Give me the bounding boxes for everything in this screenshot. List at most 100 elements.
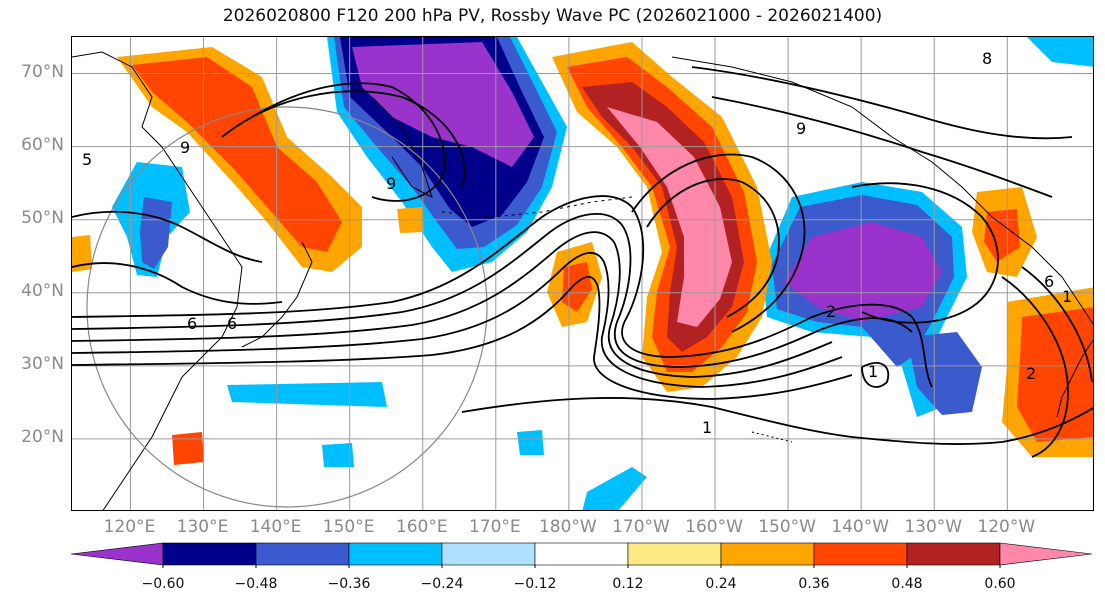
pv-contour-4	[72, 251, 843, 388]
colorbar-segment	[441, 542, 536, 566]
longitude-label: 120°W	[977, 517, 1036, 537]
pv-contour-arctic	[251, 82, 446, 202]
contour-label: 2	[1026, 364, 1036, 383]
longitude-label: 150°W	[758, 517, 816, 537]
contour-label: 1	[1062, 287, 1072, 306]
anomaly-positive-alaska-core	[607, 107, 732, 327]
colorbar-tick-label: 0.24	[705, 576, 737, 592]
colorbar-segment	[627, 542, 722, 566]
longitude-label: 170°E	[468, 517, 521, 537]
colorbar-svg	[70, 542, 1093, 568]
longitude-label: 130°E	[176, 517, 229, 537]
anomaly-negative-westpac-core	[140, 197, 172, 269]
pv-contour-2	[72, 213, 913, 368]
contour-label: 9	[796, 119, 806, 138]
contour-label: 5	[82, 150, 92, 169]
longitude-label: 140°W	[831, 517, 890, 537]
anomaly-fill-layer	[72, 37, 1093, 510]
colorbar-segment	[813, 542, 908, 566]
contour-label: 1	[702, 418, 712, 437]
colorbar-tick-label: −0.60	[141, 576, 185, 592]
colorbar-segment	[162, 542, 257, 566]
contour-label: 6	[227, 314, 237, 333]
longitude-label: 130°W	[904, 517, 963, 537]
latitude-label: 50°N	[21, 207, 64, 228]
anomaly-positive-bc-core	[984, 209, 1020, 262]
pv-contour-5	[72, 275, 853, 400]
colorbar-tick-label: 0.12	[612, 576, 644, 592]
anomaly-negative-sub3	[322, 443, 354, 467]
longitude-label: 160°W	[685, 517, 743, 537]
pv-contour-arctic2	[221, 90, 466, 188]
pv-contour-nepac	[851, 182, 999, 324]
anomaly-negative-farne	[1027, 37, 1093, 67]
latitude-label: 70°N	[21, 61, 64, 82]
pv-contour-low	[861, 362, 890, 388]
contour-label: 6	[187, 314, 197, 333]
colorbar-segment	[255, 542, 350, 566]
longitude-label: 140°E	[249, 517, 302, 537]
anomaly-positive-siberia-core	[132, 57, 342, 252]
pv-contour-outer-ridge	[631, 153, 806, 333]
pv-contours	[72, 66, 1093, 458]
gridlines	[72, 37, 1093, 510]
colorbar-tick-label: −0.12	[513, 576, 557, 592]
colorbar-segment	[720, 542, 815, 566]
map-canvas: 9 9 9 6 8 1 2 1 6 2 1 5 6	[72, 37, 1093, 510]
coastlines	[72, 51, 1093, 510]
anomaly-positive-central-core	[562, 262, 592, 312]
latitude-label: 60°N	[21, 134, 64, 155]
pv-contour-east-trough2	[1021, 266, 1093, 383]
colorbar-segment	[348, 542, 443, 566]
colorbar-tick-label: −0.24	[420, 576, 464, 592]
pv-contour-westpac2	[72, 210, 263, 263]
anomaly-positive-california-core	[1017, 307, 1093, 442]
reference-circle	[86, 106, 488, 508]
colorbar-segment	[70, 542, 164, 566]
colorbar	[70, 542, 1095, 572]
latitude-label: 40°N	[21, 280, 64, 301]
coastline-kamchatka	[371, 96, 433, 198]
colorbar-segment	[999, 542, 1093, 566]
contour-label-layer: 9 9 9 6 8 1 2 1 6 2 1 5 6	[82, 49, 1072, 437]
colorbar-tick-label: 0.60	[984, 576, 1016, 592]
latitude-label: 20°N	[21, 426, 64, 447]
coastline-asia	[72, 51, 243, 510]
latitude-label: 30°N	[21, 353, 64, 374]
longitude-label: 170°W	[612, 517, 670, 537]
pv-contour-north2	[711, 96, 1053, 198]
coastline-northamerica	[1056, 339, 1093, 418]
longitude-label: 120°E	[103, 517, 156, 537]
longitude-label: 180°W	[538, 517, 597, 537]
colorbar-segment	[534, 542, 629, 566]
longitude-label: 150°E	[322, 517, 375, 537]
anomaly-negative-east	[907, 332, 982, 415]
contour-label: 1	[868, 362, 878, 381]
pv-contour-1	[72, 195, 933, 388]
anomaly-negative-sub2	[517, 430, 544, 455]
contour-label: 9	[180, 138, 190, 157]
contour-label: 9	[386, 174, 396, 193]
coastline-alaska	[671, 56, 1093, 325]
anomaly-positive-west-edge	[72, 235, 92, 272]
pv-contour-westpac	[72, 262, 283, 305]
colorbar-tick-label: 0.36	[798, 576, 830, 592]
contour-label: 6	[1044, 272, 1054, 291]
anomaly-negative-sub1	[227, 382, 387, 407]
pv-contour-subtropical	[461, 397, 1093, 445]
longitude-label: 160°E	[395, 517, 448, 537]
anomaly-negative-sub4	[582, 467, 647, 510]
colorbar-tick-label: 0.48	[891, 576, 923, 592]
pv-contour-outer-ridge2	[646, 178, 780, 318]
contour-label: 8	[982, 49, 992, 68]
coastline-aleutians	[441, 196, 633, 218]
colorbar-segment	[906, 542, 1001, 566]
pv-contour-east-trough	[1001, 276, 1069, 458]
anomaly-positive-sub1	[172, 432, 204, 465]
coastline-hawaii	[751, 431, 793, 443]
coastline-japan	[241, 241, 313, 348]
contour-label: 2	[826, 302, 836, 321]
anomaly-negative-nepac-core	[784, 222, 942, 322]
colorbar-tick-label: −0.48	[234, 576, 278, 592]
pv-contour-north	[691, 66, 1073, 140]
